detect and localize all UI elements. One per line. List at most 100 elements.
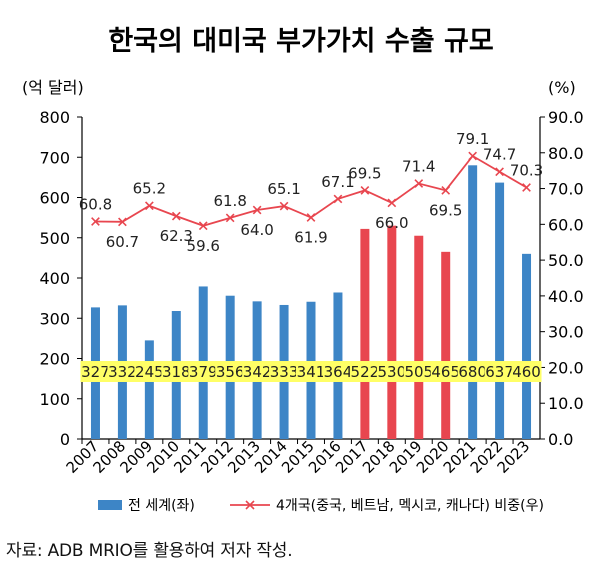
line-label: 65.1 (267, 180, 300, 198)
line-label: 67.1 (321, 173, 354, 191)
bar-label: 505 (403, 361, 434, 382)
left-tick-label: 800 (39, 108, 70, 127)
right-tick-label: 20.0 (548, 358, 584, 377)
line-label: 71.4 (402, 158, 435, 176)
legend-item-bar: 전 세계(좌) (98, 498, 195, 514)
bar-label: 327 (80, 361, 111, 382)
bar-label: 522 (349, 361, 380, 382)
right-axis-ticks: 0.0 10.0 20.0 30.0 40.0 50.0 60.0 70.0 80.0 90.0 (540, 108, 584, 449)
line-label: 59.6 (187, 237, 220, 255)
line-label: 62.3 (160, 227, 193, 245)
line-point (333, 194, 343, 204)
line-label: 79.1 (456, 130, 489, 148)
svg-text:505: 505 (404, 363, 433, 381)
bar (522, 253, 532, 439)
svg-text:341: 341 (297, 363, 326, 381)
line-point (360, 185, 370, 195)
line-label: 61.8 (213, 192, 246, 210)
bar-label: 332 (107, 361, 138, 382)
line-point (91, 217, 100, 226)
bar-label: 364 (322, 361, 353, 382)
line-series (91, 151, 531, 231)
right-tick-label: 50.0 (548, 251, 584, 270)
left-tick-label: 400 (39, 269, 70, 288)
bar-label: 341 (296, 361, 326, 382)
right-tick-label: 30.0 (548, 323, 584, 342)
left-tick-label: 0 (60, 430, 70, 449)
bar-label: 379 (188, 361, 219, 382)
svg-text:465: 465 (431, 363, 460, 381)
line-point (144, 201, 154, 211)
line-point (414, 179, 424, 188)
right-tick-label: 70.0 (548, 180, 584, 199)
svg-text:522: 522 (351, 363, 380, 381)
source-note: 자료: ADB MRIO를 활용하여 저자 작성. (6, 541, 293, 561)
line-label: 60.8 (79, 195, 112, 213)
svg-text:327: 327 (81, 363, 110, 381)
right-tick-label: 80.0 (548, 144, 584, 163)
left-axis-unit: (억 달러) (22, 78, 84, 97)
line-point (225, 213, 235, 223)
bar-label: 530 (376, 361, 407, 382)
legend-item-line: 4개국(중국, 베트남, 멕시코, 캐나다) 비중(우) (230, 498, 544, 514)
line-label: 64.0 (240, 221, 273, 239)
line-label: 66.0 (375, 214, 408, 232)
line-point (171, 211, 181, 221)
line-label: 69.5 (429, 201, 462, 219)
bar (144, 340, 154, 439)
right-axis-unit: (%) (548, 78, 576, 97)
chart: 한국의 대미국 부가가치 수출 규모 (억 달러) (%) 0 100 200 300… (22, 26, 584, 514)
svg-text:530: 530 (378, 363, 407, 381)
bar-label: 342 (242, 361, 273, 382)
line-point (441, 185, 451, 195)
svg-text:245: 245 (135, 363, 164, 381)
right-tick-label: 10.0 (548, 394, 584, 413)
line-label: 74.7 (483, 146, 516, 164)
left-tick-label: 600 (39, 189, 70, 208)
bar-label: 680 (457, 361, 488, 382)
line-label: 70.3 (510, 161, 543, 179)
bar-label: 245 (134, 361, 165, 382)
bar-labels: 3273322453183793563423333413645225305054… (80, 361, 542, 382)
left-tick-label: 500 (39, 229, 70, 248)
line-point (252, 205, 262, 215)
line-point (306, 213, 316, 222)
line-point (118, 217, 127, 227)
svg-text:342: 342 (243, 363, 272, 381)
svg-text:364: 364 (324, 363, 353, 381)
legend: 전 세계(좌) 4개국(중국, 베트남, 멕시코, 캐나다) 비중(우) (98, 498, 544, 514)
chart-title: 한국의 대미국 부가가치 수출 규모 (108, 26, 493, 57)
line-labels: 60.8 60.7 65.2 62.359.6 61.8 64.0 65.1 61.9 67.1… (79, 130, 543, 255)
x-axis-ticks: 2007200820092010201120122013201420152016… (63, 437, 534, 477)
line-point (387, 198, 397, 208)
line-point (468, 151, 478, 161)
bar-label: 318 (161, 361, 192, 382)
bar-label: 465 (430, 361, 461, 382)
line-point (198, 221, 208, 231)
svg-text:356: 356 (216, 363, 245, 381)
right-tick-label: 60.0 (548, 215, 584, 234)
bar (387, 225, 397, 439)
right-tick-label: 90.0 (548, 108, 584, 127)
svg-text:680: 680 (458, 363, 487, 381)
bar (414, 235, 424, 439)
line-label: 60.7 (106, 233, 139, 251)
bar (360, 228, 370, 439)
line-label: 61.9 (294, 229, 327, 247)
line-point (279, 201, 289, 211)
line-label: 69.5 (348, 164, 381, 182)
svg-text:4개국(중국, 베트남, 멕시코, 캐나다) 비중(우): 4개국(중국, 베트남, 멕시코, 캐나다) 비중(우) (276, 498, 544, 514)
svg-text:637: 637 (485, 363, 514, 381)
bar (495, 182, 505, 440)
bar-label: 356 (215, 361, 246, 382)
bar-label: 460 (511, 361, 542, 382)
left-tick-label: 100 (39, 390, 70, 409)
svg-text:379: 379 (189, 363, 218, 381)
bar-series (90, 165, 532, 440)
bar-label: 637 (484, 361, 515, 382)
right-tick-label: 40.0 (548, 287, 584, 306)
svg-text:전 세계(좌): 전 세계(좌) (128, 498, 195, 514)
bar (441, 251, 451, 439)
right-tick-label: 0.0 (548, 430, 573, 449)
svg-text:460: 460 (512, 363, 541, 381)
